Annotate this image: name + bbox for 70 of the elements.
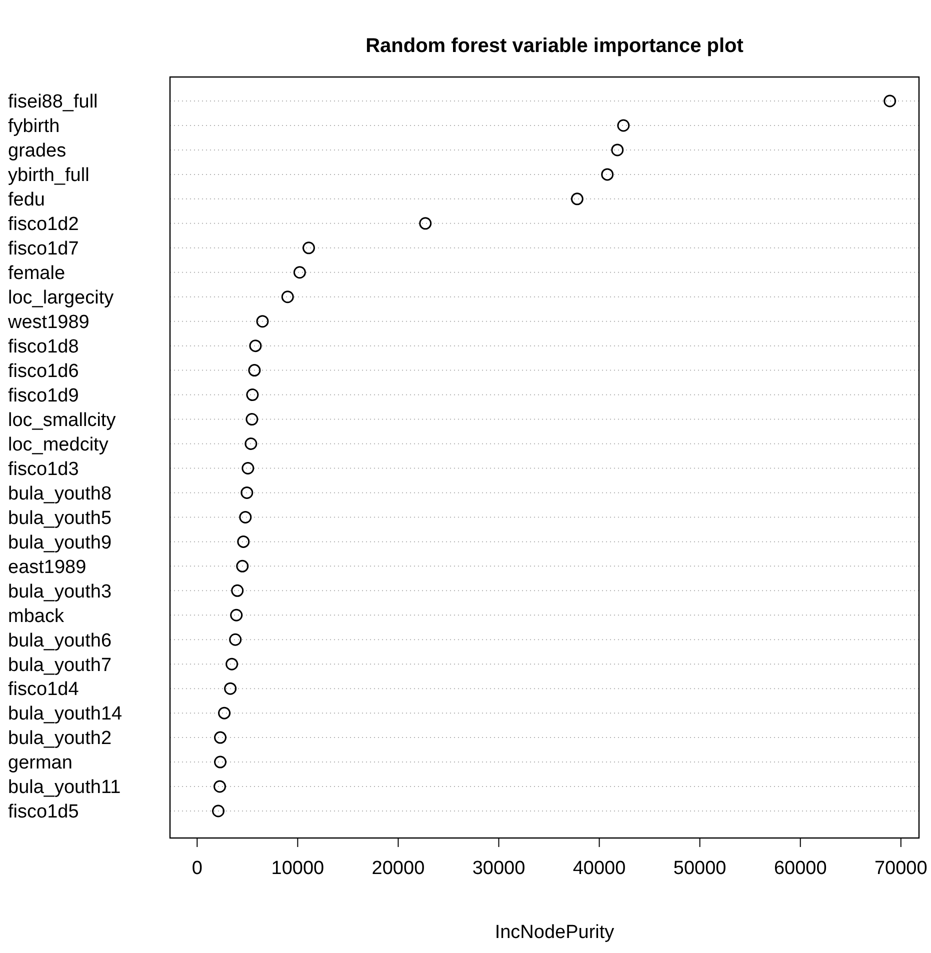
point xyxy=(419,217,432,230)
y-tick-label: bula_youth8 xyxy=(8,483,112,504)
point xyxy=(302,242,315,254)
point xyxy=(239,510,252,524)
y-tick-label: fedu xyxy=(8,190,45,211)
point xyxy=(244,438,258,450)
y-tick-label: east1989 xyxy=(8,556,86,578)
point xyxy=(246,413,258,426)
y-tick-label: bula_youth2 xyxy=(8,728,112,750)
y-tick-label: bula_youth6 xyxy=(8,630,112,652)
point xyxy=(218,706,231,720)
point xyxy=(601,168,614,181)
y-tick-label: female xyxy=(8,263,66,284)
x-tick-label: 60000 xyxy=(774,858,827,879)
y-tick-label: bula_youth7 xyxy=(8,654,112,676)
point xyxy=(256,315,269,328)
point xyxy=(611,144,624,156)
y-tick-label: fisco1d5 xyxy=(8,802,79,823)
point xyxy=(212,804,225,818)
y-tick-label: loc_smallcity xyxy=(8,410,116,431)
point xyxy=(293,266,306,279)
point xyxy=(237,535,250,548)
y-tick-label: fisco1d6 xyxy=(8,360,79,382)
y-tick-label: loc_medcity xyxy=(8,434,109,456)
point xyxy=(229,633,242,646)
y-tick-label: ybirth_full xyxy=(8,165,90,186)
y-tick-label: fisco1d2 xyxy=(8,214,79,236)
point xyxy=(248,364,261,377)
y-tick-label: bula_youth9 xyxy=(8,532,112,554)
y-tick-label: fisco1d8 xyxy=(8,336,79,358)
point xyxy=(249,340,262,352)
y-tick-label: fisco1d7 xyxy=(8,238,79,260)
y-tick-label: fybirth xyxy=(8,116,60,138)
x-tick-label: 40000 xyxy=(572,858,626,879)
point xyxy=(214,780,226,793)
point xyxy=(226,658,238,670)
y-tick-label: bula_youth14 xyxy=(8,704,123,725)
point xyxy=(246,388,259,402)
x-tick-label: 0 xyxy=(192,858,202,879)
y-tick-label: grades xyxy=(8,140,66,162)
point xyxy=(242,462,254,474)
point xyxy=(570,192,584,206)
y-tick-label: bula_youth11 xyxy=(8,777,121,798)
y-tick-label: mback xyxy=(8,606,64,627)
y-tick-label: fisco1d4 xyxy=(8,679,80,700)
point xyxy=(236,560,249,572)
x-tick-label: 30000 xyxy=(472,858,526,879)
x-tick-label: 20000 xyxy=(372,858,425,879)
point xyxy=(231,584,244,597)
point xyxy=(884,94,896,108)
x-tick-label: 50000 xyxy=(673,858,726,879)
point xyxy=(214,731,227,744)
point xyxy=(230,608,243,622)
x-tick-label: 10000 xyxy=(271,858,324,879)
chart-title: Random forest variable importance plot xyxy=(366,35,744,57)
y-tick-label: german xyxy=(8,752,72,774)
y-tick-label: west1989 xyxy=(7,312,90,333)
x-axis-title: IncNodePurity xyxy=(494,922,615,943)
y-tick-label: bula_youth5 xyxy=(8,508,112,529)
point xyxy=(617,119,630,132)
x-tick-label: 70000 xyxy=(874,858,928,879)
point xyxy=(281,290,294,304)
y-tick-label: fisco1d3 xyxy=(8,458,79,480)
point xyxy=(240,486,254,499)
y-tick-label: fisco1d9 xyxy=(8,385,79,406)
point xyxy=(224,682,237,695)
y-tick-label: bula_youth3 xyxy=(8,581,112,602)
y-tick-label: fisei88_full xyxy=(8,92,98,113)
point xyxy=(214,756,227,768)
y-tick-label: loc_largecity xyxy=(8,288,114,309)
